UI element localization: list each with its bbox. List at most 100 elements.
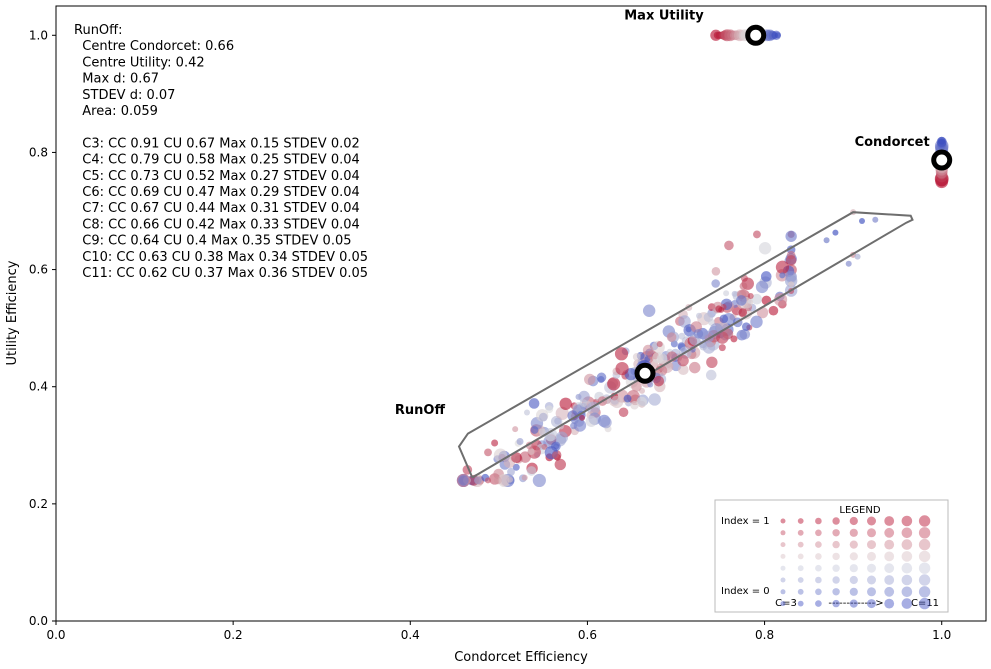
legend-dot xyxy=(815,529,822,537)
scatter-point xyxy=(498,475,510,486)
legend-dot xyxy=(884,598,895,609)
scatter-point xyxy=(859,217,865,224)
scatter-point xyxy=(516,437,524,445)
scatter-point xyxy=(775,260,790,274)
scatter-point xyxy=(519,451,531,463)
legend-dot xyxy=(797,553,804,560)
scatter-point xyxy=(722,328,734,340)
legend-dot xyxy=(901,539,913,550)
legend-dot xyxy=(884,586,895,597)
legend-dot xyxy=(867,540,876,550)
x-tick-label: 0.0 xyxy=(46,628,65,642)
stats-line: Centre Utility: 0.42 xyxy=(74,55,205,70)
scatter-point xyxy=(573,419,587,432)
legend-dot xyxy=(832,529,840,537)
scatter-point xyxy=(584,373,596,386)
scatter-point xyxy=(656,341,663,348)
legend-c-max: C=11 xyxy=(911,598,939,609)
legend-dot xyxy=(849,587,858,596)
stats-line: Max d: 0.67 xyxy=(74,72,159,87)
legend-index-bottom: Index = 0 xyxy=(721,586,770,597)
y-axis-label: Utility Efficiency xyxy=(5,260,20,365)
legend-dot xyxy=(867,563,876,573)
scatter-point xyxy=(615,361,629,376)
y-tick-label: 0.2 xyxy=(29,497,48,511)
stats-line: C4: CC 0.79 CU 0.58 Max 0.25 STDEV 0.04 xyxy=(74,153,360,168)
reference-marker xyxy=(745,24,767,46)
legend-box xyxy=(714,499,949,613)
legend-dot xyxy=(867,575,876,585)
scatter-point xyxy=(578,390,590,403)
x-axis-label: Condorcet Efficiency xyxy=(454,650,588,665)
legend-dot xyxy=(849,599,858,608)
legend-dot xyxy=(901,574,913,586)
legend-dot xyxy=(901,562,913,574)
scatter-point xyxy=(458,475,469,486)
scatter-point xyxy=(484,477,491,484)
scatter-point xyxy=(755,280,769,294)
x-tick-label: 1.0 xyxy=(932,628,951,642)
scatter-point xyxy=(585,415,598,427)
legend-dot xyxy=(884,551,895,562)
scatter-point xyxy=(510,452,521,463)
y-tick-label: 0.8 xyxy=(29,145,48,159)
hull-outline xyxy=(457,211,914,479)
reference-marker xyxy=(634,362,656,384)
scatter-point xyxy=(854,253,861,260)
stats-line: C5: CC 0.73 CU 0.52 Max 0.27 STDEV 0.04 xyxy=(74,169,360,184)
scatter-point xyxy=(652,352,664,364)
scatter-point xyxy=(538,428,546,436)
scatter-point xyxy=(554,417,562,425)
legend-dot xyxy=(918,515,931,527)
scatter-point xyxy=(527,448,535,456)
scatter-point xyxy=(551,441,561,452)
stats-line: STDEV d: 0.07 xyxy=(74,88,175,103)
legend-dot xyxy=(849,552,858,561)
scatter-point xyxy=(753,230,761,239)
scatter-point xyxy=(535,409,549,422)
legend-dot xyxy=(867,516,876,526)
legend-dot xyxy=(832,517,840,525)
reference-marker xyxy=(931,149,953,171)
legend-dot xyxy=(918,538,931,551)
legend-dot xyxy=(797,600,804,607)
scatter-point xyxy=(678,364,689,376)
scatter-point xyxy=(758,242,772,255)
legend-dot xyxy=(815,576,822,584)
scatter-point xyxy=(723,290,730,297)
scatter-point xyxy=(705,369,717,381)
scatter-point xyxy=(666,332,677,342)
legend-dot xyxy=(780,542,786,548)
scatter-point xyxy=(730,335,738,343)
scatter-point xyxy=(530,426,539,434)
x-tick-label: 0.6 xyxy=(578,628,597,642)
scatter-point xyxy=(750,315,763,329)
scatter-point xyxy=(607,377,621,391)
scatter-point xyxy=(768,305,779,316)
legend-dot xyxy=(780,577,786,583)
scatter-point xyxy=(474,476,482,485)
x-tick-label: 0.2 xyxy=(224,628,243,642)
scatter-point xyxy=(552,451,560,459)
legend-dot xyxy=(780,530,786,536)
legend-dot xyxy=(780,565,786,571)
legend-dot xyxy=(901,551,913,562)
scatter-point xyxy=(689,361,701,374)
scatter-point xyxy=(832,229,839,236)
scatter-point xyxy=(696,312,703,319)
legend-dot xyxy=(832,564,840,572)
legend-dot xyxy=(815,588,822,596)
legend-dot xyxy=(780,589,786,595)
legend-dot xyxy=(901,527,913,539)
legend-dot xyxy=(832,552,840,561)
scatter-point xyxy=(719,314,729,324)
scatter-point xyxy=(600,416,612,429)
legend-dot xyxy=(867,528,876,538)
scatter-point xyxy=(579,414,586,421)
y-tick-label: 0.4 xyxy=(29,380,48,394)
legend-dot xyxy=(867,551,876,561)
reference-label: Max Utility xyxy=(624,8,704,23)
scatter-point xyxy=(706,356,718,369)
legend-dot xyxy=(918,574,931,586)
scatter-point xyxy=(642,304,656,317)
